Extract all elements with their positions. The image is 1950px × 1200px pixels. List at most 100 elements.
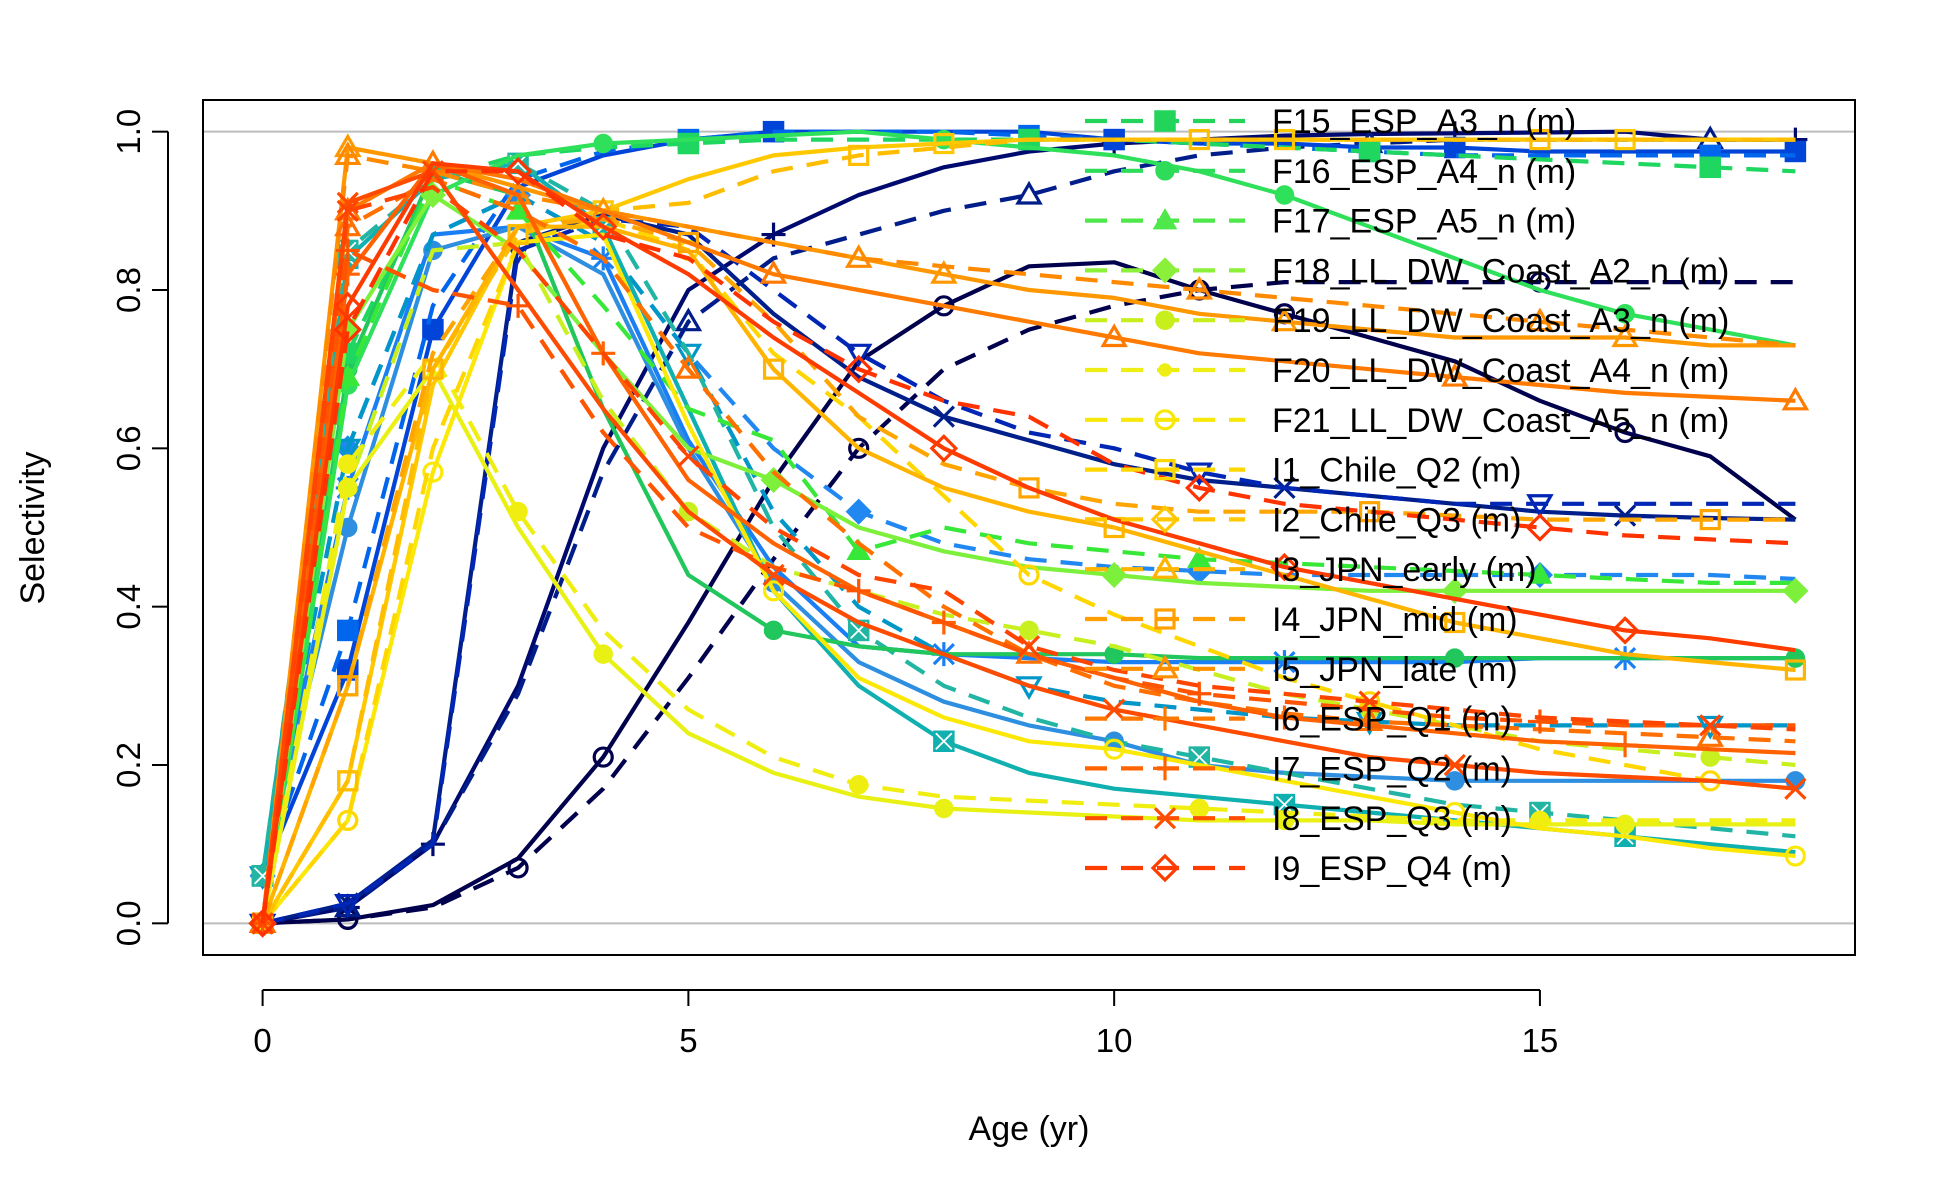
legend-item: F15_ESP_A3_n (m) xyxy=(1085,103,1576,141)
legend-item: I9_ESP_Q4 (m) xyxy=(1085,850,1512,888)
y-tick-label: 1.0 xyxy=(110,109,147,155)
data-point xyxy=(508,501,528,522)
data-point xyxy=(929,434,959,463)
legend-label: F20_LL_DW_Coast_A4_n (m) xyxy=(1272,352,1729,390)
legend-label: I8_ESP_Q3 (m) xyxy=(1272,800,1512,838)
data-point xyxy=(1358,690,1381,713)
data-point xyxy=(844,354,873,384)
legend-label: F17_ESP_A5_n (m) xyxy=(1272,203,1576,241)
data-point xyxy=(588,212,618,241)
data-point xyxy=(930,259,958,284)
legend-marker xyxy=(1154,110,1176,132)
series-line xyxy=(260,137,1796,925)
series-layer xyxy=(248,120,1810,938)
series-line xyxy=(260,169,1796,924)
y-axis: 0.0 0.2 0.4 0.6 0.8 1.0 xyxy=(110,109,169,946)
series-line xyxy=(260,169,1796,924)
data-point xyxy=(333,315,363,344)
series-line xyxy=(260,185,1796,924)
data-point xyxy=(248,909,277,938)
legend: F15_ESP_A3_n (m) F16_ESP_A4_n (m) F17_ESP_… xyxy=(1085,103,1729,888)
data-point xyxy=(1017,635,1041,658)
data-point xyxy=(338,454,358,474)
data-point xyxy=(1527,709,1552,734)
legend-marker xyxy=(1151,257,1179,284)
data-point xyxy=(422,461,444,483)
legend-marker xyxy=(1153,807,1177,830)
legend-label: I1_Chile_Q2 (m) xyxy=(1272,452,1521,490)
legend-marker xyxy=(1154,608,1176,630)
data-point xyxy=(1275,795,1294,814)
legend-label: I9_ESP_Q4 (m) xyxy=(1272,850,1512,888)
data-point xyxy=(337,770,359,792)
data-point xyxy=(677,445,700,468)
data-point xyxy=(503,156,533,186)
legend-item: F16_ESP_A4_n (m) xyxy=(1085,153,1576,191)
series-38 xyxy=(248,156,1796,938)
x-tick-label: 10 xyxy=(1096,1022,1133,1059)
legend-item: I2_Chile_Q3 (m) xyxy=(1085,501,1521,539)
data-point xyxy=(848,144,870,167)
data-point xyxy=(848,775,869,795)
y-axis-title: Selectivity xyxy=(14,451,52,604)
data-point xyxy=(592,746,614,768)
data-point xyxy=(337,809,359,832)
data-point xyxy=(1784,777,1807,800)
x-tick-label: 0 xyxy=(253,1022,271,1059)
legend-marker xyxy=(1154,459,1176,481)
data-point xyxy=(1185,462,1214,487)
data-point xyxy=(1615,814,1635,835)
data-point xyxy=(1440,362,1469,387)
data-point xyxy=(674,354,703,379)
legend-item: I4_JPN_mid (m) xyxy=(1085,601,1518,639)
data-point xyxy=(1696,723,1725,747)
data-point xyxy=(677,231,699,254)
data-point xyxy=(1613,733,1638,758)
legend-label: F19_LL_DW_Coast_A3_n (m) xyxy=(1272,302,1729,340)
data-point xyxy=(1103,738,1125,760)
data-point xyxy=(1785,648,1806,668)
data-point xyxy=(1782,577,1809,604)
data-point xyxy=(336,199,359,222)
data-point xyxy=(1611,323,1639,348)
data-point xyxy=(1610,616,1640,645)
data-point xyxy=(1445,648,1465,668)
data-point xyxy=(1781,386,1810,411)
data-point xyxy=(1100,323,1128,348)
x-tick-label: 5 xyxy=(679,1022,697,1059)
data-point xyxy=(1784,659,1806,681)
data-point xyxy=(1614,421,1636,444)
legend-marker xyxy=(1151,555,1179,579)
series-line xyxy=(260,224,1796,925)
data-point xyxy=(1188,128,1210,151)
data-point xyxy=(506,293,531,318)
legend-item: I8_ESP_Q3 (m) xyxy=(1085,800,1512,838)
legend-item: F21_LL_DW_Coast_A5_n (m) xyxy=(1085,402,1729,440)
data-point xyxy=(932,405,955,428)
data-point xyxy=(762,580,785,602)
data-point xyxy=(1018,564,1040,586)
y-tick-label: 0.4 xyxy=(110,584,147,630)
data-point xyxy=(593,644,613,664)
data-point xyxy=(1019,620,1039,641)
legend-label: I4_JPN_mid (m) xyxy=(1272,601,1518,639)
legend-label: F18_LL_DW_Coast_A2_n (m) xyxy=(1272,252,1729,290)
legend-marker xyxy=(1150,505,1180,534)
series-line xyxy=(260,161,1796,924)
legend-item: F17_ESP_A5_n (m) xyxy=(1085,203,1576,241)
series-line xyxy=(260,161,1796,924)
legend-marker xyxy=(1155,161,1175,181)
data-point xyxy=(1526,307,1554,332)
data-point xyxy=(333,893,362,918)
legend-marker xyxy=(1154,409,1176,431)
y-tick-label: 0.8 xyxy=(110,267,147,313)
data-point xyxy=(1445,771,1465,791)
legend-item: F18_LL_DW_Coast_A2_n (m) xyxy=(1085,252,1729,290)
legend-item: F20_LL_DW_Coast_A4_n (m) xyxy=(1085,352,1729,390)
data-point xyxy=(1355,707,1384,732)
data-point xyxy=(1272,650,1297,675)
data-point xyxy=(933,132,955,155)
data-point xyxy=(1185,275,1214,300)
data-point xyxy=(507,857,529,879)
